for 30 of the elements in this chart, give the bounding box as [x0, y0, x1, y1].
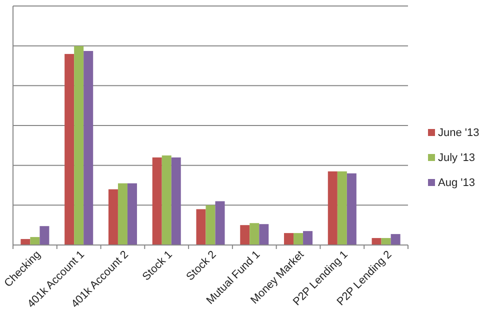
bar — [372, 238, 382, 245]
bar — [74, 46, 84, 245]
bar — [20, 239, 30, 245]
bar — [30, 237, 40, 245]
bar — [328, 171, 338, 245]
bar — [303, 231, 313, 245]
legend-label: Aug '13 — [438, 176, 475, 189]
bar — [171, 157, 181, 245]
bar — [84, 50, 94, 245]
bar — [108, 189, 118, 245]
bar — [294, 233, 304, 245]
bar — [284, 233, 294, 245]
legend-label: July '13 — [438, 152, 475, 164]
bar — [215, 201, 225, 245]
bar — [381, 238, 391, 245]
bar — [162, 155, 172, 245]
bar — [337, 171, 347, 245]
bar — [64, 54, 74, 245]
bar — [346, 173, 356, 245]
bar — [259, 224, 269, 245]
bar — [206, 205, 216, 245]
bar — [40, 226, 50, 245]
bar — [118, 183, 128, 245]
bar — [390, 234, 400, 245]
bar — [152, 157, 162, 245]
legend-label: June '13 — [438, 126, 480, 139]
bar — [240, 225, 250, 245]
bar — [196, 209, 206, 245]
bar — [127, 183, 137, 245]
bar — [250, 223, 260, 245]
